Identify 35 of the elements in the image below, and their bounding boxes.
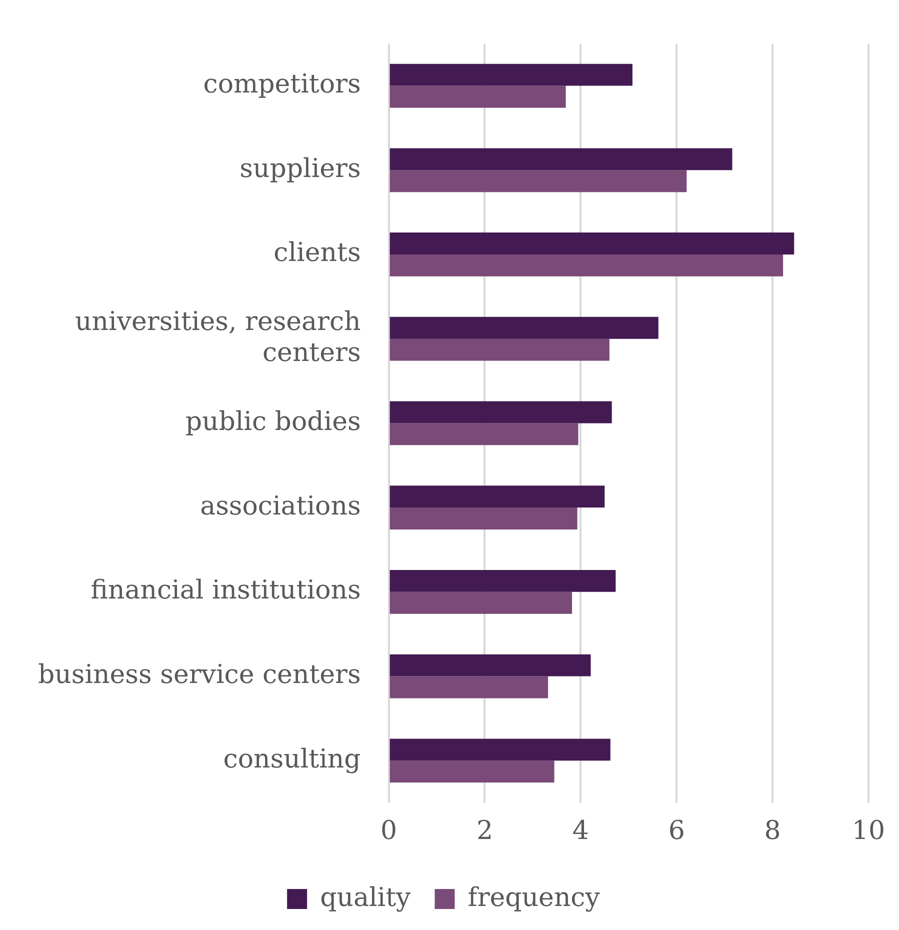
bar xyxy=(390,64,632,86)
bar xyxy=(390,316,658,339)
bar xyxy=(390,592,572,614)
x-tick-label: 6 xyxy=(668,816,685,846)
y-tick-label: consulting xyxy=(223,744,361,774)
bar xyxy=(390,232,794,254)
bar xyxy=(390,486,605,508)
x-tick-label: 10 xyxy=(852,816,886,846)
bar xyxy=(390,760,554,783)
bar xyxy=(390,86,566,108)
bar xyxy=(390,401,612,424)
legend-label: frequency xyxy=(468,882,600,913)
y-tick-label: financial institutions xyxy=(90,576,361,606)
bar xyxy=(390,338,610,361)
y-tick-label: clients xyxy=(274,238,361,268)
legend-label: quality xyxy=(320,882,412,913)
bar xyxy=(390,654,591,676)
bar xyxy=(390,508,578,530)
y-tick-label: universities, research centers xyxy=(75,306,362,368)
x-tick-label: 4 xyxy=(572,816,589,846)
bar xyxy=(390,423,578,446)
bar xyxy=(390,738,610,761)
y-tick-label: business service centers xyxy=(38,660,361,690)
x-tick-label: 2 xyxy=(476,816,494,846)
y-tick-label: public bodies xyxy=(185,406,361,437)
y-tick-label: competitors xyxy=(203,70,361,100)
y-tick-label: suppliers xyxy=(240,154,361,184)
y-tick-label: associations xyxy=(200,491,361,522)
bar xyxy=(390,170,687,192)
bar xyxy=(390,148,732,170)
bar xyxy=(390,676,548,698)
bar xyxy=(390,254,784,276)
x-tick-label: 8 xyxy=(764,816,781,846)
x-tick-label: 0 xyxy=(380,816,398,846)
bar xyxy=(390,570,616,592)
